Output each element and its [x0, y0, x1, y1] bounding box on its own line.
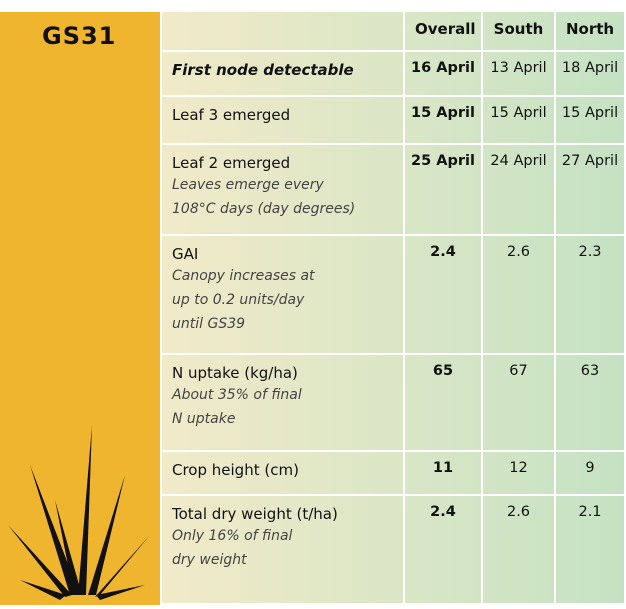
value-cell: 9 [556, 452, 626, 496]
row-label: GAI [172, 244, 393, 264]
row-label-cell: First node detectable [162, 52, 405, 97]
value-cell: 63 [556, 355, 626, 452]
value-cell: 67 [483, 355, 556, 452]
value-cell: 16 April [405, 52, 483, 97]
value-cell: 27 April [556, 145, 626, 236]
value-cell: 25 April [405, 145, 483, 236]
row-label-cell: Leaf 3 emerged [162, 97, 405, 145]
stage-title: GS31 [42, 22, 116, 50]
row-label: Total dry weight (t/ha) [172, 504, 393, 524]
value-cell: 15 April [483, 97, 556, 145]
row-note: Leaves emerge every [172, 173, 393, 197]
page: GS31 OverallSouthNorth First node detecta… [0, 0, 626, 609]
row-note: until GS39 [172, 312, 393, 336]
row-label: First node detectable [172, 60, 393, 80]
value-cell: 2.4 [405, 496, 483, 605]
row-note: About 35% of final [172, 383, 393, 407]
row-label: N uptake (kg/ha) [172, 363, 393, 383]
value-cell: 2.1 [556, 496, 626, 605]
value-cell: 18 April [556, 52, 626, 97]
row-label: Crop height (cm) [172, 460, 393, 480]
value-cell: 11 [405, 452, 483, 496]
row-note: up to 0.2 units/day [172, 288, 393, 312]
value-cell: 2.6 [483, 236, 556, 355]
row-label-cell: Total dry weight (t/ha)Only 16% of final… [162, 496, 405, 605]
value-cell: 2.3 [556, 236, 626, 355]
column-header: Overall [405, 12, 483, 52]
header-blank [162, 12, 405, 52]
row-label-cell: Crop height (cm) [162, 452, 405, 496]
value-cell: 24 April [483, 145, 556, 236]
row-note: Canopy increases at [172, 264, 393, 288]
value-cell: 2.4 [405, 236, 483, 355]
grass-icon [0, 405, 160, 605]
row-note: dry weight [172, 548, 393, 572]
value-cell: 13 April [483, 52, 556, 97]
row-note: 108°C days (day degrees) [172, 197, 393, 221]
column-header: North [556, 12, 626, 52]
stage-panel: GS31 [0, 12, 160, 605]
row-note: N uptake [172, 407, 393, 431]
value-cell: 15 April [556, 97, 626, 145]
row-note: Only 16% of final [172, 524, 393, 548]
value-cell: 12 [483, 452, 556, 496]
value-cell: 2.6 [483, 496, 556, 605]
row-label: Leaf 2 emerged [172, 153, 393, 173]
value-cell: 65 [405, 355, 483, 452]
row-label: Leaf 3 emerged [172, 105, 393, 125]
value-cell: 15 April [405, 97, 483, 145]
column-header: South [483, 12, 556, 52]
